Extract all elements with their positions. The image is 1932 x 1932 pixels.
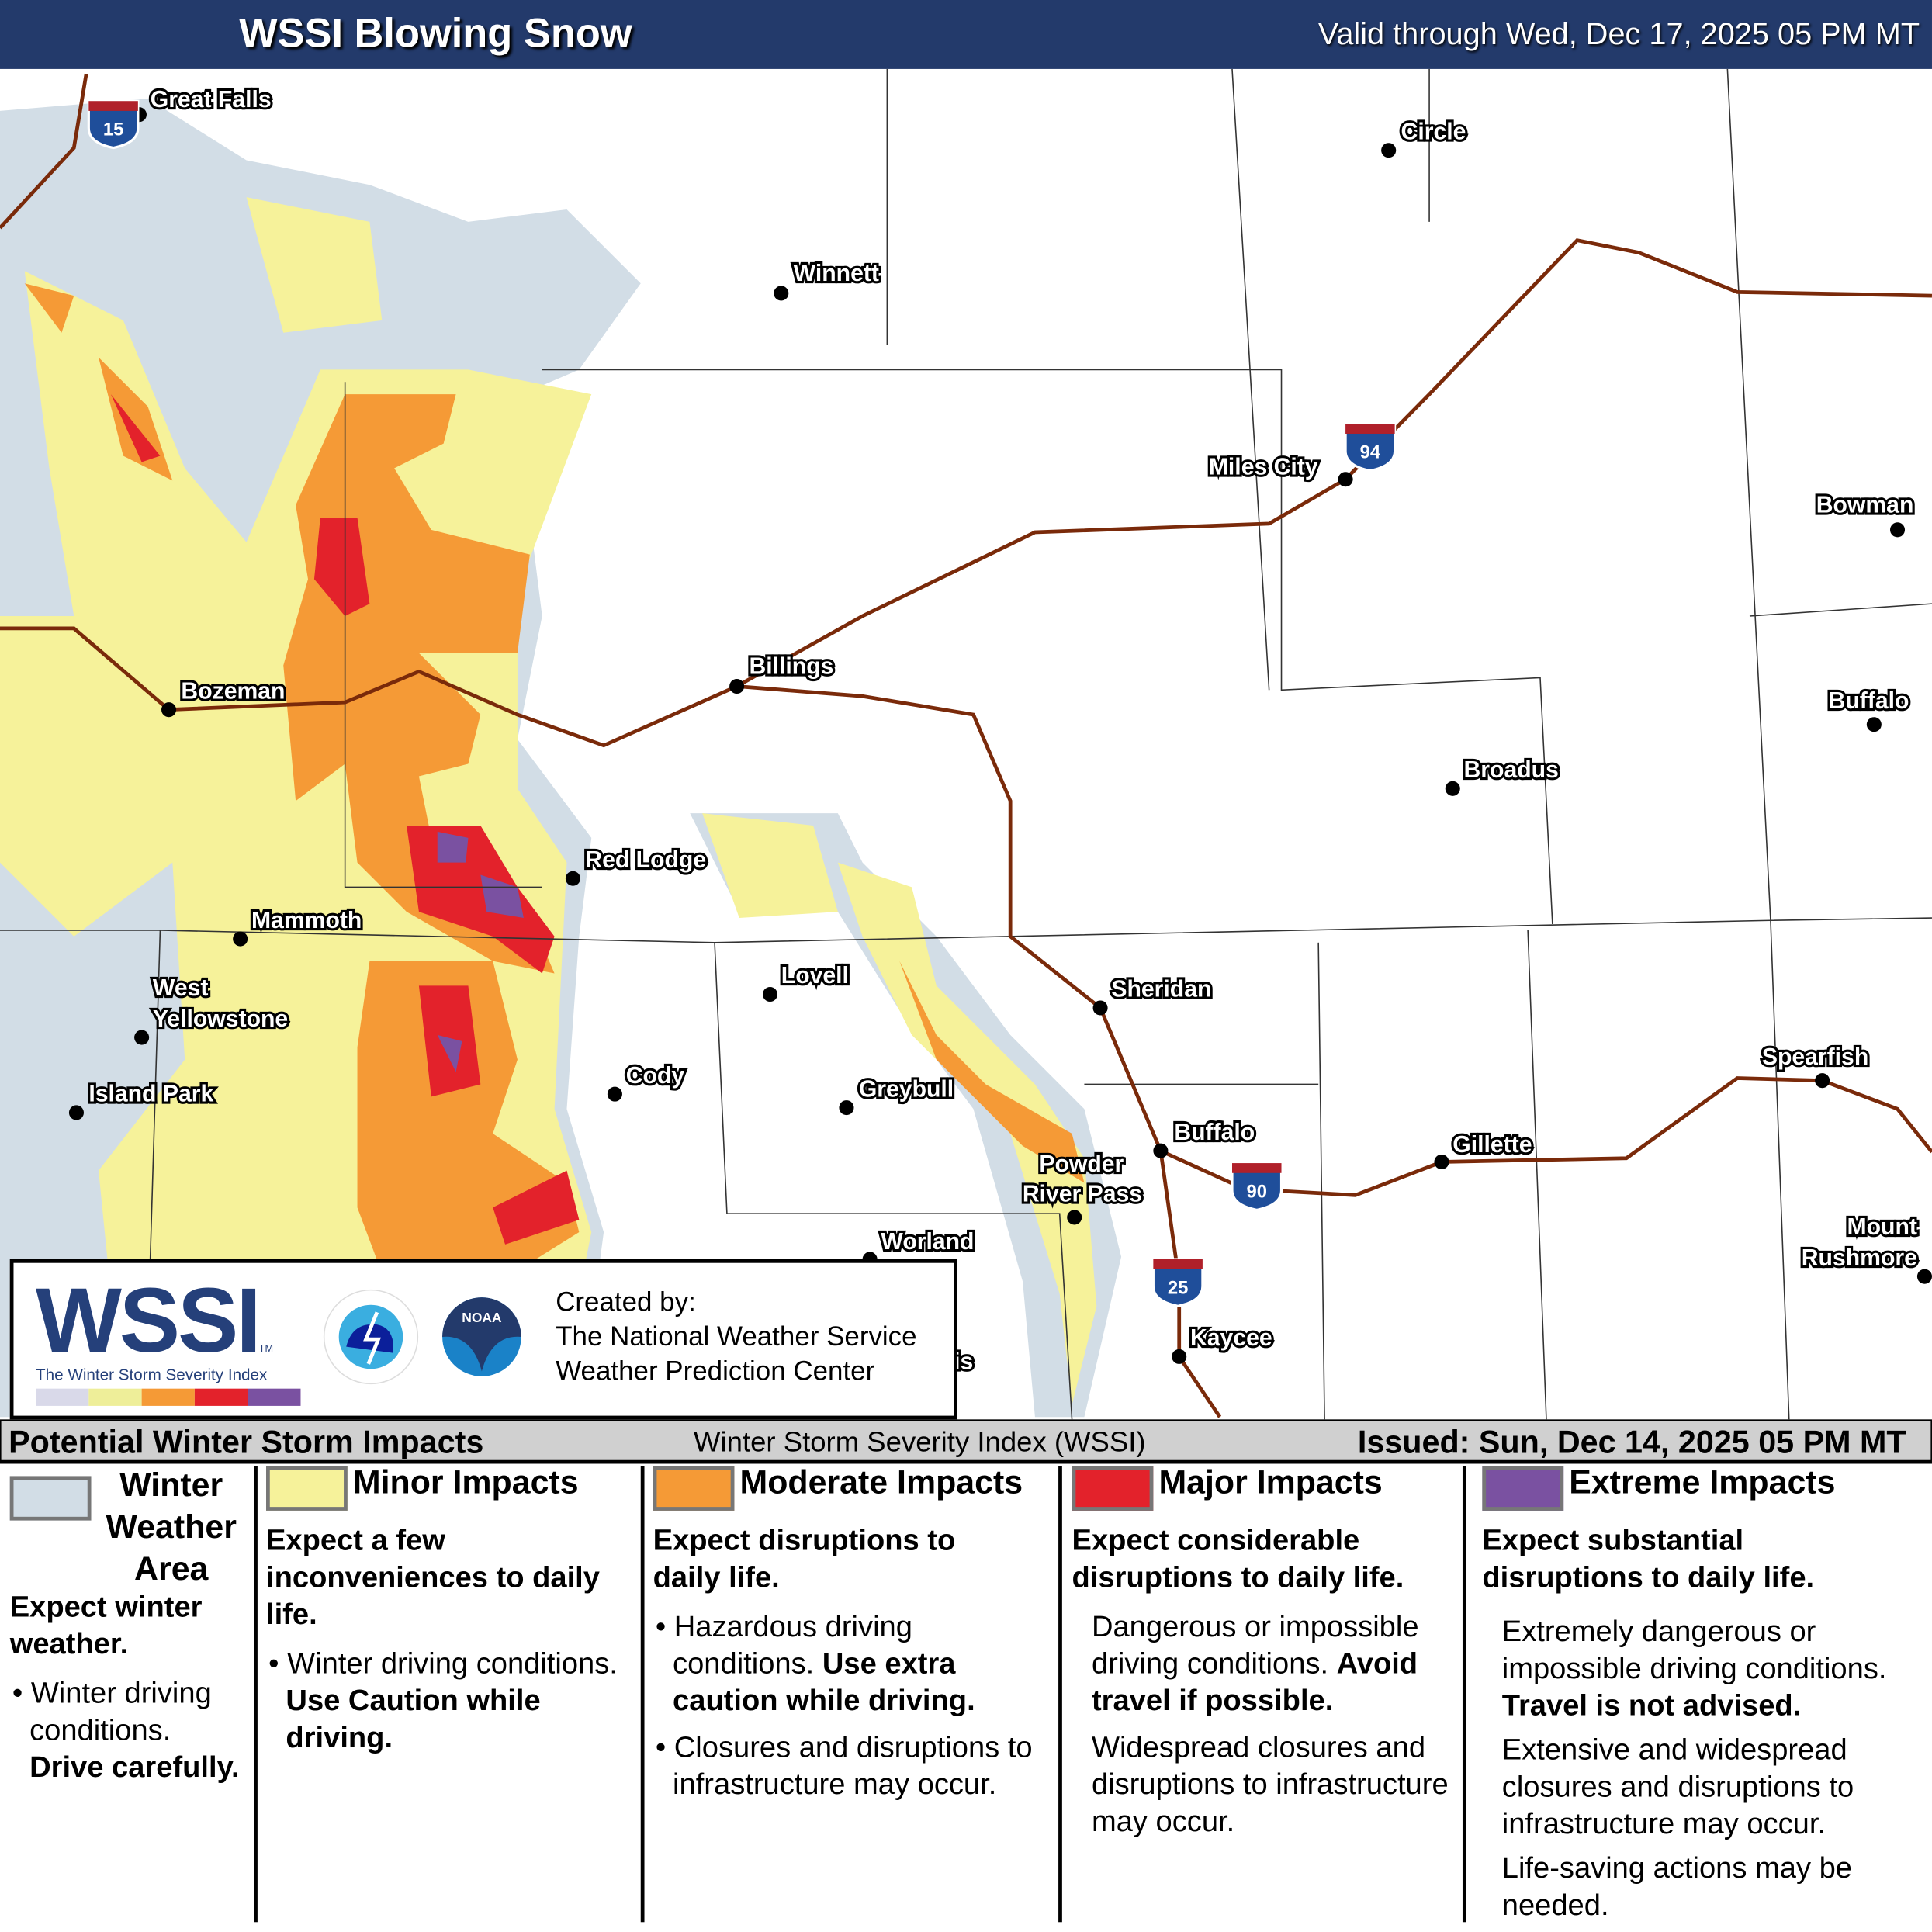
svg-text:25: 25 <box>1168 1277 1189 1298</box>
logo-box: WSSITM The Winter Storm Severity Index N… <box>9 1259 957 1420</box>
created-by: Created by: <box>556 1286 696 1317</box>
svg-text:15: 15 <box>103 119 124 140</box>
city-label: Red Lodge <box>585 847 706 873</box>
issued-time: Issued: Sun, Dec 14, 2025 05 PM MT <box>1357 1423 1906 1460</box>
legend-headline: Expect disruptions to daily life. <box>653 1523 956 1594</box>
legend-title: Extreme Impacts <box>1569 1463 1836 1501</box>
legend-headline: Expect a few inconveniences to daily lif… <box>266 1523 600 1632</box>
minor-swatch <box>266 1466 348 1511</box>
county-boundaries <box>0 68 1932 1420</box>
impacts-title: Potential Winter Storm Impacts <box>9 1423 484 1460</box>
city-label: Cody <box>626 1063 685 1089</box>
city-label: Bowman <box>1816 493 1914 518</box>
major-swatch <box>1072 1466 1154 1511</box>
legend-headline: Expect substantial disruptions to daily … <box>1482 1523 1815 1594</box>
city-label: Circle <box>1401 119 1466 144</box>
moderate-swatch <box>653 1466 735 1511</box>
city-label: Billings <box>750 654 834 680</box>
city-label: Winnett <box>794 261 879 286</box>
svg-text:90: 90 <box>1247 1182 1268 1203</box>
city-markers <box>68 107 1932 1364</box>
org-nws: The National Weather Service <box>556 1321 917 1352</box>
legend-bullet: Extensive and widespread closures and di… <box>1501 1733 1854 1841</box>
legend-bullet: • Hazardous driving conditions. Use extr… <box>655 1610 975 1718</box>
legend-major: Major Impacts Expect considerable disrup… <box>1072 1464 1459 1923</box>
legend-bullet: • Winter driving conditions. Use Caution… <box>268 1646 618 1754</box>
city-label: Mammoth <box>251 908 362 933</box>
city-label: Greybull <box>859 1076 954 1102</box>
legend-bullet: Dangerous or impossible driving conditio… <box>1091 1610 1419 1718</box>
nws-logo <box>323 1289 419 1385</box>
legend-title: Major Impacts <box>1158 1463 1383 1501</box>
legend-bullet: Widespread closures and disruptions to i… <box>1091 1730 1449 1838</box>
valid-time: Valid through Wed, Dec 17, 2025 05 PM MT <box>1317 17 1920 52</box>
svg-text:NOAA: NOAA <box>462 1310 502 1325</box>
city-label: Great Falls <box>151 87 272 113</box>
city-label: Kaycee <box>1190 1325 1272 1351</box>
legend-bullet: • Winter driving conditions. Drive caref… <box>12 1677 240 1785</box>
wssi-logo: WSSITM The Winter Storm Severity Index <box>36 1268 301 1406</box>
legend-title: Moderate Impacts <box>739 1463 1023 1501</box>
city-label: Sheridan <box>1111 977 1211 1002</box>
city-labels: Great Falls Circle Winnett Miles City Bo… <box>86 85 1920 1376</box>
legend-headline: Expect winter weather. <box>9 1591 203 1661</box>
org-wpc: Weather Prediction Center <box>556 1355 875 1387</box>
map: Great Falls Circle Winnett Miles City Bo… <box>0 68 1932 1420</box>
city-label: Buffalo <box>1174 1120 1255 1145</box>
extreme-impacts-area <box>437 831 524 1072</box>
interstate-25-shield: 25 <box>1151 1258 1204 1307</box>
city-label: Powder <box>1039 1151 1124 1177</box>
legend-minor: Minor Impacts Expect a few inconvenience… <box>266 1464 635 1923</box>
legend-moderate: Moderate Impacts Expect disruptions to d… <box>653 1464 1055 1923</box>
legend-bullet: Life-saving actions may be needed. <box>1501 1851 1853 1922</box>
interstate-15-shield: 15 <box>87 99 140 150</box>
city-label: Yellowstone <box>153 1006 288 1032</box>
legend-title: Winter Weather Area <box>106 1466 237 1587</box>
legend-bullet: • Closures and disruptions to infrastruc… <box>655 1730 1033 1802</box>
legend-bullet: Extremely dangerous or impossible drivin… <box>1501 1615 1887 1723</box>
impacts-bar: Potential Winter Storm Impacts Winter St… <box>0 1419 1932 1464</box>
interstate-shields: 15 94 90 25 <box>87 99 1397 1307</box>
interstate-94-shield: 94 <box>1344 422 1397 473</box>
credits: Created by: The National Weather Service… <box>556 1285 916 1388</box>
city-label: Rushmore <box>1802 1245 1917 1271</box>
extreme-swatch <box>1482 1466 1564 1511</box>
index-name: Winter Storm Severity Index (WSSI) <box>694 1425 1146 1458</box>
legend-extreme: Extreme Impacts Expect substantial disru… <box>1482 1464 1926 1923</box>
legend-winter-weather: Winter Weather Area Expect winter weathe… <box>9 1464 251 1923</box>
interstate-90-shield: 90 <box>1231 1162 1283 1212</box>
city-label: Worland <box>881 1229 974 1255</box>
city-label: Buffalo <box>1829 688 1909 714</box>
legend-headline: Expect considerable disruptions to daily… <box>1072 1523 1404 1594</box>
city-label: Gillette <box>1452 1132 1532 1158</box>
legend-title: Minor Impacts <box>352 1463 579 1501</box>
city-label: West <box>153 975 209 1001</box>
map-title: WSSI Blowing Snow <box>239 9 632 56</box>
city-label: Lovell <box>781 963 849 989</box>
city-label: Bozeman <box>181 678 285 704</box>
city-label: Broadus <box>1464 757 1559 783</box>
city-label: River Pass <box>1023 1181 1142 1207</box>
svg-text:94: 94 <box>1360 442 1381 463</box>
city-label: Mount <box>1847 1214 1916 1240</box>
noaa-logo: NOAA <box>432 1287 531 1387</box>
city-label: Spearfish <box>1762 1044 1868 1070</box>
header: WSSI Blowing Snow Valid through Wed, Dec… <box>0 0 1932 69</box>
city-label: Island Park <box>88 1082 213 1107</box>
winter-swatch <box>9 1476 92 1521</box>
city-label: Miles City <box>1209 454 1318 480</box>
